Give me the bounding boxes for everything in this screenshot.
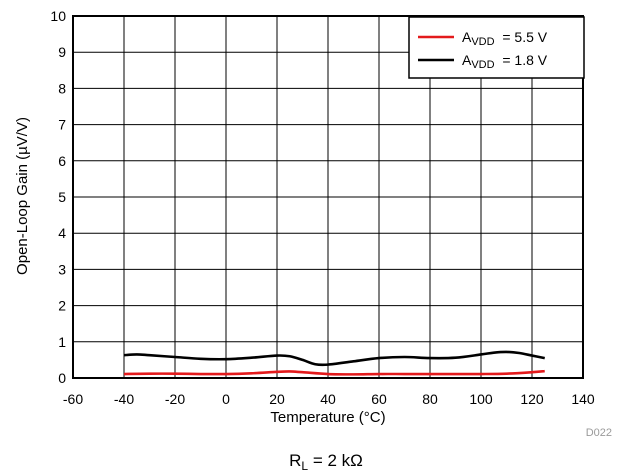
y-tick-label: 7 (58, 117, 66, 133)
caption-sub: L (301, 459, 308, 472)
x-tick-label: 120 (520, 391, 544, 407)
y-tick-label: 5 (58, 189, 66, 205)
y-tick-label: 9 (58, 44, 66, 60)
y-tick-label: 6 (58, 153, 66, 169)
x-tick-label: -20 (165, 391, 185, 407)
x-tick-label: 60 (371, 391, 387, 407)
legend-label-series-2-rest: = 1.8 V (495, 52, 548, 68)
x-tick-label: 140 (571, 391, 595, 407)
legend-label-series-2-sub: VDD (471, 59, 494, 71)
x-tick-label: 40 (320, 391, 336, 407)
legend-label-series-2: AVDD = 1.8 V (462, 52, 548, 71)
series-lines (123, 350, 546, 376)
y-tick-label: 1 (58, 334, 66, 350)
y-tick-label: 8 (58, 80, 66, 96)
x-tick-label: -60 (63, 391, 83, 407)
caption-rest: = 2 kΩ (308, 451, 363, 470)
x-tick-labels: -60 -40 -20 0 20 40 60 80 100 120 140 (63, 391, 595, 407)
series-line-1 (123, 369, 545, 376)
x-tick-label: 20 (269, 391, 285, 407)
y-tick-label: 4 (58, 225, 66, 241)
plot-frame (72, 15, 584, 379)
x-axis-title: Temperature (°C) (270, 409, 385, 426)
x-tick-label: 100 (469, 391, 493, 407)
legend-label-series-1: AVDD = 5.5 V (462, 29, 548, 48)
y-tick-label: 0 (58, 370, 66, 386)
legend-label-series-2-main: A (462, 52, 472, 68)
legend-label-series-1-sub: VDD (471, 36, 494, 48)
x-tick-label: 0 (222, 391, 230, 407)
legend-box (408, 16, 585, 79)
x-tick-label: 80 (422, 391, 438, 407)
figure-code: D022 (586, 427, 612, 439)
legend-label-series-1-rest: = 5.5 V (495, 29, 548, 45)
y-axis-title: Open-Loop Gain (µV/V) (14, 117, 31, 275)
x-tick-label: -40 (114, 391, 134, 407)
legend-label-series-1-main: A (462, 29, 472, 45)
series-line-2 (123, 350, 546, 367)
y-tick-label: 10 (50, 8, 66, 24)
y-tick-label: 2 (58, 298, 66, 314)
y-tick-label: 3 (58, 261, 66, 277)
caption: RL = 2 kΩ (289, 451, 363, 472)
legend: AVDD = 5.5 V AVDD = 1.8 V (408, 16, 585, 79)
y-tick-labels: 0 1 2 3 4 5 6 7 8 9 10 (50, 8, 66, 386)
caption-main: R (289, 451, 301, 470)
